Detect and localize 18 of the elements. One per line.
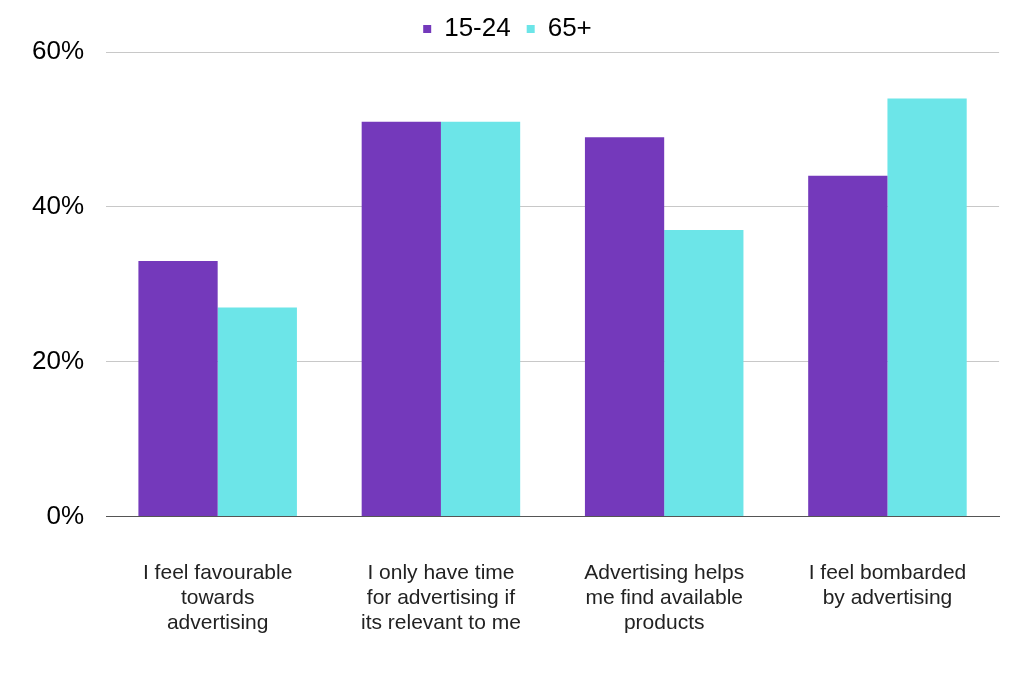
y-tick-label: 0% — [46, 499, 85, 530]
bar — [138, 260, 218, 516]
x-tick-label: I feel bombarded by advertising — [808, 559, 967, 608]
x-tick-label: Advertising helps me find available products — [584, 559, 745, 634]
y-tick-label: 60% — [31, 35, 85, 66]
bar — [664, 230, 744, 516]
x-tick-label: I only have time for advertising if its relevant to me — [360, 559, 521, 634]
bar — [584, 137, 665, 516]
bar — [808, 175, 888, 516]
x-tick-label: I feel favourable towards advertising — [142, 559, 293, 634]
bar — [887, 98, 967, 516]
y-tick-label: 40% — [31, 189, 85, 220]
bar — [440, 121, 521, 516]
legend-label: 65+ — [547, 12, 592, 43]
bar — [361, 121, 441, 516]
y-tick-label: 20% — [31, 344, 85, 375]
bar — [217, 307, 297, 516]
legend-label: 15-24 — [444, 12, 511, 43]
